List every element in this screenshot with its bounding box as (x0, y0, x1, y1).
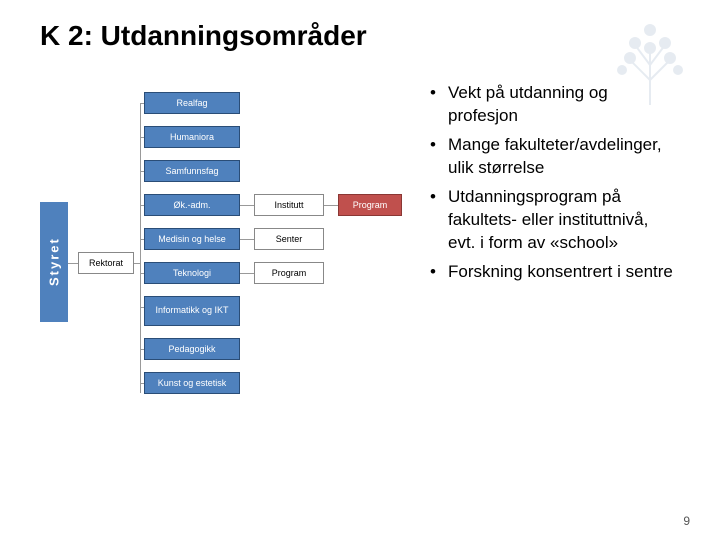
bullet-item: •Utdanningsprogram på fakultets- eller i… (430, 186, 680, 255)
connector (240, 239, 254, 240)
rektorat-box: Rektorat (78, 252, 134, 274)
tree-logo-icon (610, 10, 690, 110)
connector (240, 273, 254, 274)
connector (68, 263, 78, 264)
bullet-dot-icon: • (430, 134, 448, 180)
faculty-column: Realfag Humaniora Samfunnsfag Øk.-adm. M… (144, 92, 240, 394)
faculty-box: Realfag (144, 92, 240, 114)
connector (240, 205, 254, 206)
faculty-box: Pedagogikk (144, 338, 240, 360)
faculty-box: Kunst og estetisk (144, 372, 240, 394)
center-box: Senter (254, 228, 324, 250)
faculty-box: Samfunnsfag (144, 160, 240, 182)
bullet-dot-icon: • (430, 186, 448, 255)
content-row: Styret Rektorat Realfag Humaniora Samfun… (40, 72, 680, 452)
bullet-text: Utdanningsprogram på fakultets- eller in… (448, 186, 680, 255)
institute-box: Institutt (254, 194, 324, 216)
bullet-text: Mange fakulteter/avdelinger, ulik større… (448, 134, 680, 180)
bullet-dot-icon: • (430, 261, 448, 284)
faculty-box: Medisin og helse (144, 228, 240, 250)
connector (324, 205, 338, 206)
slide: K 2: Utdanningsområder Styret (0, 0, 720, 540)
bullet-text: Forskning konsentrert i sentre (448, 261, 673, 284)
program-red-box: Program (338, 194, 402, 216)
styret-box: Styret (40, 202, 68, 322)
faculty-box: Øk.-adm. (144, 194, 240, 216)
faculty-box: Humaniora (144, 126, 240, 148)
bullet-dot-icon: • (430, 82, 448, 128)
org-chart: Styret Rektorat Realfag Humaniora Samfun… (40, 72, 410, 452)
bullet-item: •Forskning konsentrert i sentre (430, 261, 680, 284)
bullet-item: •Mange fakulteter/avdelinger, ulik størr… (430, 134, 680, 180)
faculty-box: Teknologi (144, 262, 240, 284)
program-box: Program (254, 262, 324, 284)
slide-title: K 2: Utdanningsområder (40, 20, 680, 52)
page-number: 9 (683, 514, 690, 528)
faculty-box: Informatikk og IKT (144, 296, 240, 326)
bullet-list: •Vekt på utdanning og profesjon •Mange f… (430, 72, 680, 452)
